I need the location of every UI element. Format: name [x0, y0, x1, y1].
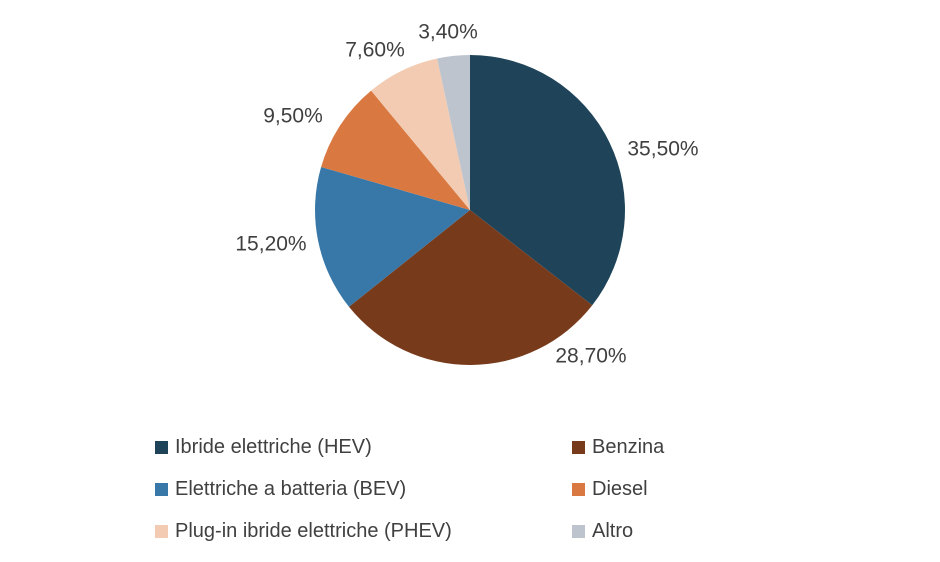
- legend-label-diesel: Diesel: [592, 478, 648, 500]
- legend-label-bev: Elettriche a batteria (BEV): [175, 478, 407, 500]
- legend: Ibride elettriche (HEV) Benzina Elettriche…: [155, 426, 664, 552]
- legend-swatch-bev: [155, 482, 168, 496]
- pie-slice-hev: [470, 55, 625, 306]
- legend-swatch-diesel: [572, 482, 585, 496]
- pie-slice-altro: [437, 55, 470, 210]
- legend-swatch-altro: [572, 524, 585, 538]
- legend-item-phev: Plug-in ibride elettriche (PHEV): [155, 521, 572, 541]
- pie-slice-bev: [315, 166, 470, 307]
- legend-label-hev: Ibride elettriche (HEV): [175, 436, 372, 458]
- legend-label-phev: Plug-in ibride elettriche (PHEV): [175, 520, 452, 542]
- legend-item-hev: Ibride elettriche (HEV): [155, 437, 572, 457]
- legend-swatch-benzina: [572, 440, 585, 454]
- pie-slice-diesel: [321, 90, 470, 210]
- legend-swatch-hev: [155, 440, 168, 454]
- legend-label-altro: Altro: [592, 520, 634, 542]
- pie-slice-benzina: [348, 210, 593, 365]
- legend-item-bev: Elettriche a batteria (BEV): [155, 479, 572, 499]
- pie-slice-phev: [371, 58, 470, 210]
- legend-label-benzina: Benzina: [592, 436, 665, 458]
- legend-item-benzina: Benzina: [572, 437, 664, 457]
- legend-swatch-phev: [155, 524, 168, 538]
- legend-item-altro: Altro: [572, 521, 664, 541]
- legend-item-diesel: Diesel: [572, 479, 664, 499]
